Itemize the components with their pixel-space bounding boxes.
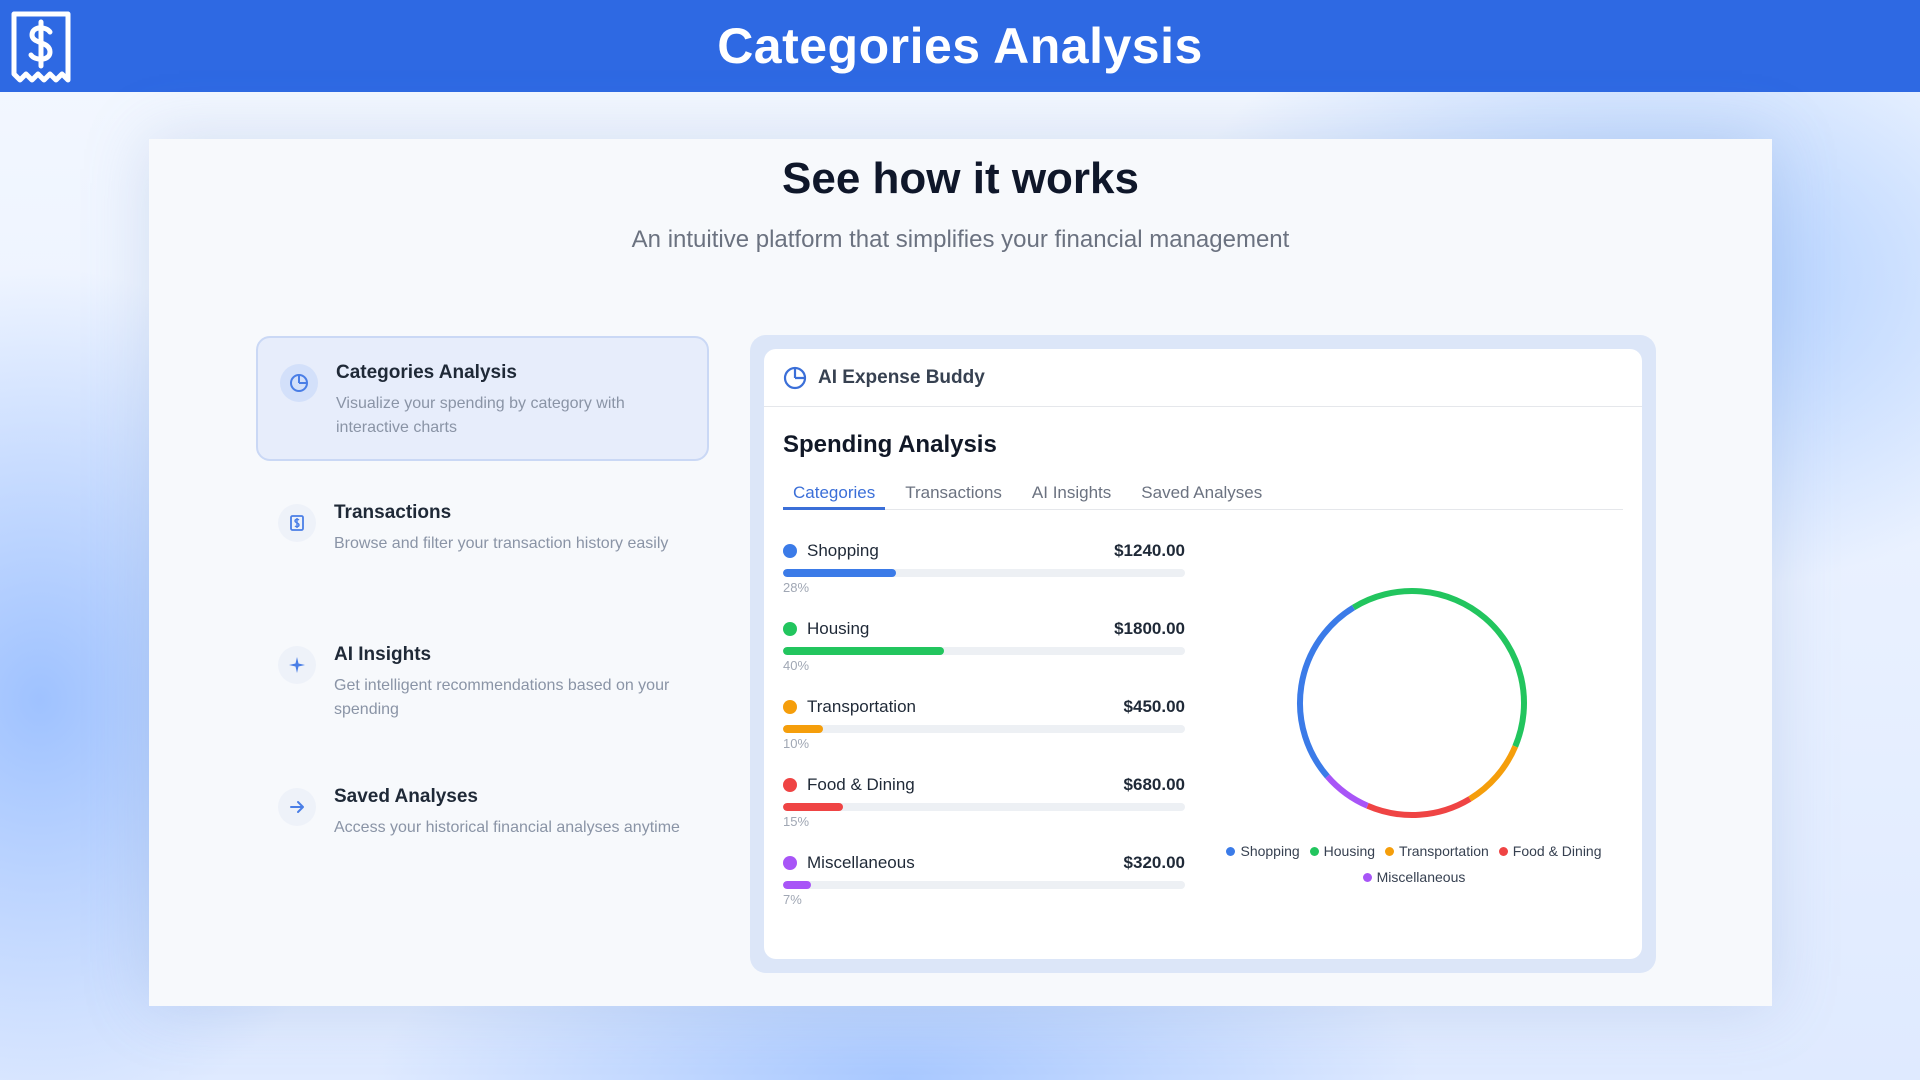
receipt-icon [278,504,316,542]
legend-label: Housing [1323,843,1376,859]
category-dot [783,622,797,636]
legend-item: Housing [1309,843,1376,859]
dollar-receipt-icon [11,11,71,83]
legend-label: Miscellaneous [1376,869,1466,885]
category-item: Miscellaneous $320.00 7% [783,851,1185,929]
feature-list: Categories Analysis Visualize your spend… [256,336,709,904]
feature-desc: Get intelligent recommendations based on… [334,677,670,718]
feature-categories-analysis[interactable]: Categories Analysis Visualize your spend… [256,336,709,461]
feature-ai-insights[interactable]: AI Insights Get intelligent recommendati… [256,620,709,745]
donut-slice-shopping[interactable] [1297,604,1356,779]
tab-transactions[interactable]: Transactions [905,483,1002,502]
demo-frame: AI Expense Buddy Spending Analysis Categ… [750,335,1656,973]
legend-item: Miscellaneous [1362,869,1466,885]
feature-name: AI Insights [334,644,432,665]
legend-dot [1309,846,1319,856]
feature-desc: Visualize your spending by category with… [336,395,625,436]
legend-label: Food & Dining [1512,843,1602,859]
feature-transactions[interactable]: Transactions Browse and filter your tran… [256,478,709,603]
progress-track [783,569,1185,577]
donut-slice-food-dining[interactable] [1366,796,1472,818]
tab-saved-analyses[interactable]: Saved Analyses [1141,483,1263,502]
legend-label: Transportation [1399,843,1489,859]
hero-title: See how it works [782,154,1139,203]
donut-slice-transportation[interactable] [1468,745,1519,802]
feature-desc: Access your historical financial analyse… [334,819,680,836]
category-item: Food & Dining $680.00 15% [783,773,1185,851]
donut-chart[interactable] [1292,583,1532,823]
category-name: Housing [807,619,870,638]
feature-name: Transactions [334,502,452,523]
demo-window: AI Expense Buddy Spending Analysis Categ… [764,349,1642,959]
category-item: Shopping $1240.00 28% [783,539,1185,617]
category-amount: $450.00 [1123,697,1185,716]
top-bar: Categories Analysis [0,0,1920,92]
category-item: Housing $1800.00 40% [783,617,1185,695]
category-percent: 28% [783,580,810,595]
page-title: Categories Analysis [717,18,1203,74]
progress-fill [783,803,844,811]
progress-fill [783,881,812,889]
progress-track [783,803,1185,811]
tab-categories[interactable]: Categories [783,475,886,510]
legend-item: Food & Dining [1498,843,1602,859]
category-dot [783,700,797,714]
category-name: Food & Dining [807,775,915,794]
progress-track [783,881,1185,889]
donut-slice-miscellaneous[interactable] [1325,774,1369,809]
donut-slice-housing[interactable] [1351,588,1527,748]
legend-item: Shopping [1226,843,1300,859]
pie-chart-icon [280,364,318,402]
category-item: Transportation $450.00 10% [783,695,1185,773]
feature-name: Saved Analyses [334,786,478,807]
tab-ai-insights[interactable]: AI Insights [1031,483,1112,502]
progress-track [783,647,1185,655]
category-percent: 7% [783,892,802,907]
legend-dot [1226,846,1236,856]
progress-fill [783,647,944,655]
app-name: AI Expense Buddy [818,366,985,388]
legend-item: Transportation [1385,843,1489,859]
legend-dot [1385,846,1395,856]
category-dot [783,856,797,870]
tab-bar: Categories Transactions AI Insights Save… [783,475,1623,510]
feature-desc: Browse and filter your transaction histo… [334,535,669,552]
category-dot [783,778,797,792]
hero-subtitle: An intuitive platform that simplifies yo… [631,226,1290,253]
legend-label: Shopping [1240,843,1300,859]
category-amount: $680.00 [1123,775,1185,794]
chart-legend: Shopping Housing Transportation Food & Dini… [1204,843,1624,885]
progress-track [783,725,1185,733]
demo-header: AI Expense Buddy [764,349,1642,407]
category-name: Miscellaneous [807,853,915,872]
arrow-right-icon [278,788,316,826]
category-amount: $1800.00 [1114,619,1185,638]
category-percent: 40% [783,658,810,673]
feature-name: Categories Analysis [336,362,517,383]
category-dot [783,544,797,558]
category-percent: 15% [783,814,810,829]
showcase-card: See how it works An intuitive platform t… [149,139,1772,1006]
pie-chart-icon [783,366,807,389]
category-percent: 10% [783,736,810,751]
category-amount: $320.00 [1123,853,1185,872]
category-amount: $1240.00 [1114,541,1185,560]
section-title: Spending Analysis [783,431,997,458]
category-name: Transportation [807,697,916,716]
legend-dot [1498,846,1508,856]
category-name: Shopping [807,541,879,560]
progress-fill [783,725,824,733]
sparkle-icon [278,646,316,684]
legend-dot [1362,872,1372,882]
feature-saved-analyses[interactable]: Saved Analyses Access your historical fi… [256,762,709,887]
progress-fill [783,569,896,577]
category-list: Shopping $1240.00 28% Housing $1800.00 4… [783,539,1185,929]
